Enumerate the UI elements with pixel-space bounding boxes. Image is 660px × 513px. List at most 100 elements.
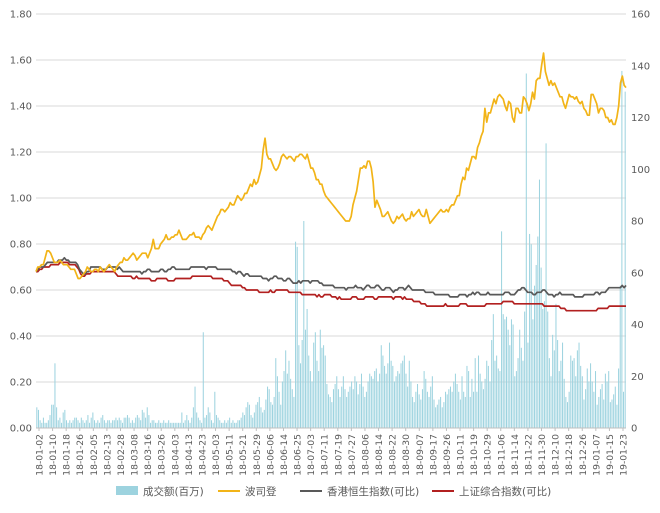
volume-bar bbox=[535, 264, 537, 428]
volume-bar bbox=[514, 376, 516, 428]
volume-bar bbox=[291, 389, 293, 428]
volume-bar bbox=[230, 422, 232, 428]
volume-bar bbox=[578, 342, 580, 428]
volume-bar bbox=[454, 373, 456, 428]
volume-bar bbox=[240, 417, 242, 428]
volume-bar bbox=[173, 422, 175, 428]
volume-bar bbox=[166, 422, 168, 428]
volume-bar bbox=[79, 422, 81, 428]
volume-bar bbox=[237, 420, 239, 428]
left-axis-tick-label: 1.00 bbox=[10, 194, 32, 205]
volume-bar bbox=[169, 422, 171, 428]
volume-bar bbox=[275, 358, 277, 428]
volume-bar bbox=[506, 316, 508, 428]
volume-bar bbox=[408, 360, 410, 428]
volume-bar bbox=[67, 422, 69, 428]
volume-bar bbox=[293, 396, 295, 428]
volume-bar bbox=[375, 368, 377, 428]
volume-bar bbox=[168, 420, 170, 428]
volume-bar bbox=[122, 422, 124, 428]
volume-bar bbox=[624, 91, 626, 428]
volume-bar bbox=[80, 417, 82, 428]
volume-bar bbox=[47, 420, 49, 428]
volume-bar bbox=[435, 407, 437, 428]
volume-bar bbox=[138, 417, 140, 428]
volume-bar bbox=[54, 363, 56, 428]
volume-bar bbox=[37, 409, 39, 428]
volume-bar bbox=[243, 415, 245, 428]
volume-bar bbox=[70, 422, 72, 428]
volume-bar bbox=[267, 386, 269, 428]
volume-bar bbox=[85, 420, 87, 428]
volume-bar bbox=[140, 420, 142, 428]
volume-bar bbox=[537, 236, 539, 428]
volume-bar bbox=[420, 399, 422, 428]
volume-bar bbox=[347, 391, 349, 428]
volume-bar bbox=[229, 417, 231, 428]
volume-bar bbox=[255, 404, 257, 428]
volume-bar bbox=[601, 384, 603, 428]
volume-bar bbox=[242, 412, 244, 428]
volume-bar bbox=[72, 420, 74, 428]
volume-bar bbox=[130, 422, 132, 428]
left-axis-tick-label: 0.00 bbox=[10, 424, 32, 435]
volume-bar bbox=[332, 389, 334, 428]
volume-bar bbox=[543, 301, 545, 428]
volume-bar bbox=[357, 394, 359, 428]
volume-bar bbox=[423, 371, 425, 428]
volume-bar bbox=[136, 415, 138, 428]
volume-bar bbox=[611, 399, 613, 428]
legend-label: 香港恒生指数(可比) bbox=[327, 485, 419, 498]
volume-bar bbox=[595, 371, 597, 428]
volume-bar bbox=[143, 412, 145, 428]
volume-bar bbox=[576, 350, 578, 428]
volume-bar bbox=[380, 345, 382, 428]
volume-bar bbox=[552, 334, 554, 428]
volume-bar bbox=[474, 358, 476, 428]
volume-bar bbox=[117, 420, 119, 428]
volume-bar bbox=[491, 340, 493, 428]
volume-bar bbox=[309, 371, 311, 428]
volume-bar bbox=[329, 396, 331, 428]
volume-bar bbox=[449, 386, 451, 428]
volume-bar bbox=[150, 422, 152, 428]
volume-bar bbox=[308, 355, 310, 428]
volume-bar bbox=[527, 342, 529, 428]
volume-bar bbox=[227, 420, 229, 428]
right-axis-tick-label: 0 bbox=[631, 424, 637, 435]
volume-bar bbox=[352, 389, 354, 428]
volume-bar bbox=[428, 396, 430, 428]
x-axis-tick-label: 18-05-29 bbox=[252, 434, 263, 476]
volume-bar bbox=[77, 420, 79, 428]
volume-bar bbox=[438, 399, 440, 428]
volume-bar bbox=[69, 420, 71, 428]
volume-bar bbox=[75, 417, 77, 428]
x-axis-tick-label: 18-11-14 bbox=[510, 434, 521, 476]
x-axis-tick-label: 18-04-03 bbox=[170, 434, 181, 476]
x-axis-tick-label: 18-11-30 bbox=[537, 434, 548, 476]
volume-bar bbox=[524, 311, 526, 428]
volume-bar bbox=[445, 391, 447, 428]
volume-bar bbox=[232, 420, 234, 428]
volume-bar bbox=[484, 378, 486, 428]
x-axis-tick-label: 18-07-27 bbox=[347, 434, 358, 476]
volume-bar bbox=[178, 422, 180, 428]
x-axis-tick-label: 18-01-10 bbox=[48, 434, 59, 476]
volume-bar bbox=[199, 420, 201, 428]
volume-bar bbox=[496, 355, 498, 428]
volume-bar bbox=[604, 373, 606, 428]
volume-bar bbox=[585, 389, 587, 428]
volume-bar bbox=[100, 417, 102, 428]
volume-bar bbox=[548, 358, 550, 428]
x-axis-tick-label: 18-07-19 bbox=[333, 434, 344, 476]
x-axis-tick-label: 18-05-03 bbox=[211, 434, 222, 476]
volume-bar bbox=[379, 373, 381, 428]
volume-bar bbox=[51, 404, 53, 428]
volume-bar bbox=[451, 391, 453, 428]
volume-bar bbox=[206, 415, 208, 428]
volume-bar bbox=[301, 340, 303, 428]
volume-bar bbox=[387, 363, 389, 428]
volume-bar bbox=[603, 399, 605, 428]
x-axis-tick-label: 18-10-11 bbox=[456, 434, 467, 476]
volume-bar bbox=[426, 391, 428, 428]
